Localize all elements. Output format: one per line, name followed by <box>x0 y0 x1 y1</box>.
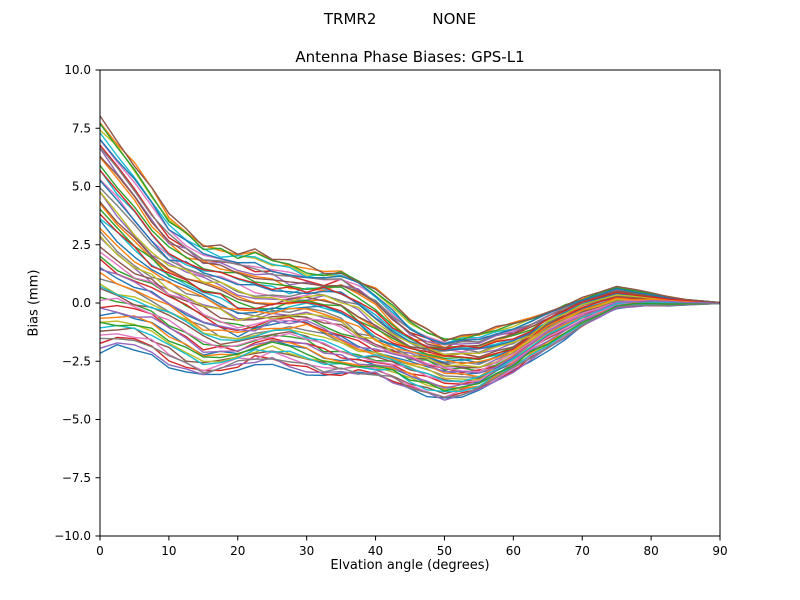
series-line <box>100 115 720 342</box>
y-tick-label: −10.0 <box>54 529 91 543</box>
x-tick-label: 0 <box>96 544 104 558</box>
series-line <box>100 227 720 365</box>
x-tick-label: 40 <box>368 544 383 558</box>
y-tick-label: −7.5 <box>62 471 91 485</box>
series-line <box>100 302 720 392</box>
header-right-text: NONE <box>432 10 477 28</box>
y-tick-label: −2.5 <box>62 354 91 368</box>
y-tick-label: −5.0 <box>62 413 91 427</box>
x-tick-label: 70 <box>575 544 590 558</box>
series-group <box>100 115 720 401</box>
series-line <box>100 191 720 356</box>
x-tick-label: 30 <box>299 544 314 558</box>
series-line <box>100 169 720 351</box>
header-left-text: TRMR2 <box>323 10 377 28</box>
x-tick-label: 10 <box>161 544 176 558</box>
y-tick-label: 5.0 <box>72 180 91 194</box>
x-tick-label: 20 <box>230 544 245 558</box>
chart-header: TRMR2 NONE <box>0 10 800 28</box>
x-tick-label: 90 <box>712 544 727 558</box>
series-line <box>100 302 720 389</box>
series-line <box>100 155 720 349</box>
series-line <box>100 122 720 341</box>
y-tick-label: 7.5 <box>72 121 91 135</box>
x-tick-label: 50 <box>437 544 452 558</box>
chart-title: Antenna Phase Biases: GPS-L1 <box>295 48 525 66</box>
series-line <box>100 138 720 345</box>
y-tick-label: 2.5 <box>72 238 91 252</box>
x-tick-label: 80 <box>643 544 658 558</box>
series-line <box>100 285 720 383</box>
series-line <box>100 179 720 351</box>
series-line <box>100 201 720 358</box>
y-axis-label: Bias (mm) <box>26 269 42 337</box>
y-tick-label: 10.0 <box>64 63 91 77</box>
y-tick-label: 0.0 <box>72 296 91 310</box>
series-line <box>100 139 720 344</box>
x-axis-label: Elvation angle (degrees) <box>330 558 490 573</box>
series-line <box>100 268 720 374</box>
x-tick-label: 60 <box>506 544 521 558</box>
